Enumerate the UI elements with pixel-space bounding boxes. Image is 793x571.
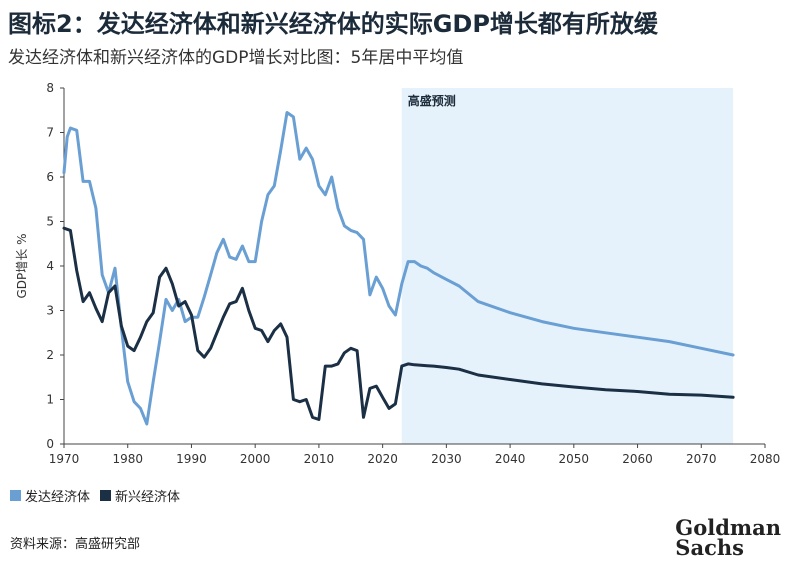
x-tick-label: 2080	[750, 452, 781, 466]
x-tick-label: 2050	[559, 452, 590, 466]
goldman-sachs-logo: Goldman Sachs	[675, 515, 781, 560]
page-subtitle: 发达经济体和新兴经济体的GDP增长对比图：5年居中平均值	[8, 48, 464, 68]
x-tick-label: 2060	[622, 452, 653, 466]
y-tick-label: 5	[46, 215, 54, 229]
y-tick-label: 4	[46, 259, 54, 273]
x-tick-label: 2040	[495, 452, 526, 466]
series-line-developed	[62, 111, 735, 426]
x-tick-label: 2020	[367, 452, 398, 466]
y-tick-label: 7	[46, 126, 54, 140]
forecast-region	[401, 88, 734, 444]
legend-item-developed: 发达经济体	[10, 486, 90, 505]
y-tick-label: 3	[46, 304, 54, 318]
x-tick-label: 2000	[240, 452, 271, 466]
y-tick-label: 6	[46, 170, 54, 184]
legend-swatch-emerging	[100, 490, 112, 501]
logo-line-1: Goldman	[675, 515, 781, 540]
gdp-growth-chart: 高盛预测 0 1 2 3 4 5 6 7 8 1970 1980 1990 2000 2010 2020 203…	[15, 81, 781, 466]
forecast-label: 高盛预测	[408, 93, 456, 108]
legend-swatch-developed	[10, 490, 21, 501]
page-title: 图标2：发达经济体和新兴经济体的实际GDP增长都有所放缓	[8, 10, 658, 38]
logo-line-2: Sachs	[675, 535, 744, 560]
x-tick-label: 2010	[304, 452, 335, 466]
series-line-emerging	[62, 226, 735, 421]
chart-legend: 发达经济体 新兴经济体	[10, 486, 180, 505]
x-tick-label: 2070	[686, 452, 717, 466]
legend-label-developed: 发达经济体	[25, 490, 91, 505]
x-tick-label: 2030	[431, 452, 462, 466]
y-tick-label: 0	[46, 437, 54, 451]
source-note: 资料来源：高盛研究部	[10, 537, 141, 552]
x-tick-label: 1970	[49, 452, 80, 466]
x-tick-label: 1990	[176, 452, 207, 466]
y-tick-label: 2	[46, 348, 54, 362]
y-axis-label: GDP增长 %	[15, 234, 29, 299]
legend-label-emerging: 新兴经济体	[115, 490, 181, 505]
y-tick-label: 1	[46, 393, 54, 407]
legend-item-emerging: 新兴经济体	[100, 486, 180, 505]
y-tick-label: 8	[46, 81, 54, 95]
x-tick-label: 1980	[112, 452, 143, 466]
